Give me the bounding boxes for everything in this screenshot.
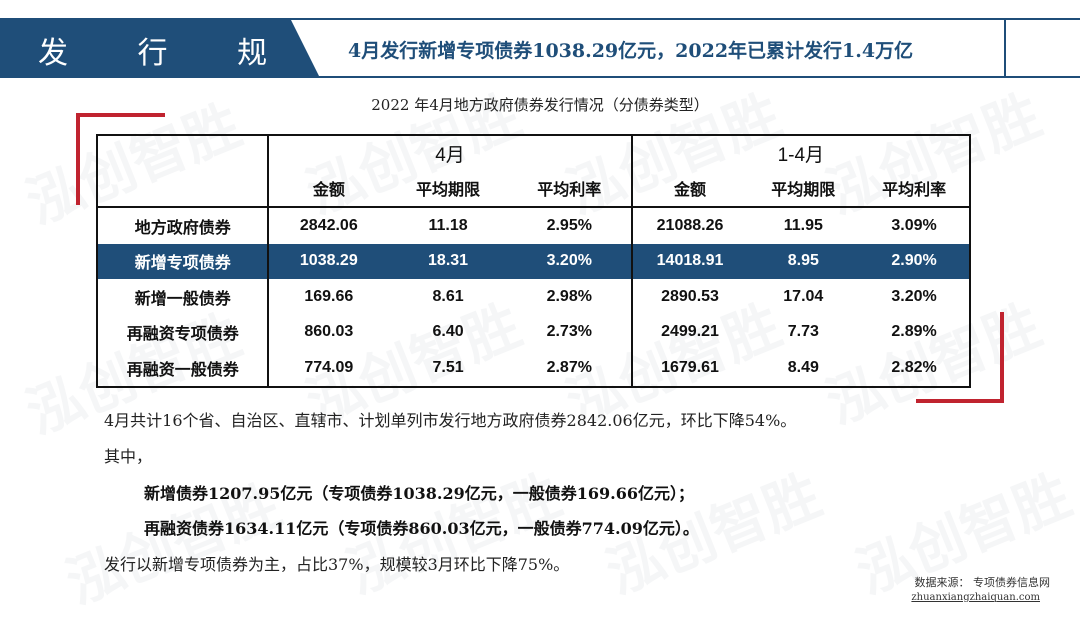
table-cell: 1038.29 <box>267 243 389 279</box>
bracket-bottom-right-v <box>1000 312 1004 403</box>
table-caption: 2022 年4月地方政府债券发行情况（分债券类型） <box>371 96 709 114</box>
group-header-april: 4月 <box>267 135 632 170</box>
table-cell: 7.51 <box>432 358 464 376</box>
section-title: 发 行 规 模 <box>38 36 298 115</box>
table-cell: 2890.53 <box>630 279 748 315</box>
bracket-top-left-h <box>76 113 165 117</box>
table-cell: 2.82% <box>891 358 937 376</box>
table-cell: 860.03 <box>267 314 389 350</box>
col-header: 平均利率 <box>507 170 632 208</box>
col-header: 金额 <box>267 170 389 208</box>
table-row: 新增一般债券 169.66 8.61 2.98% 2890.53 17.04 3… <box>97 279 970 315</box>
table-cell: 3.20% <box>507 243 632 279</box>
summary-line-1: 4月共计16个省、自治区、直辖市、计划单列市发行地方政府债券2842.06亿元，… <box>104 411 797 430</box>
row-label: 新增专项债券 <box>97 243 269 279</box>
table-row: 再融资专项债券 860.03 6.40 2.73% 2499.21 7.73 2… <box>97 314 970 350</box>
table-cell: 2.98% <box>546 287 592 305</box>
bond-table: 4月 1-4月 金额 平均期限 平均利率 金额 平均期限 平均利率 地方政府债券… <box>96 134 971 388</box>
bracket-top-left-v <box>76 113 80 205</box>
row-label: 地方政府债券 <box>134 219 231 237</box>
table-cell: 2.95% <box>546 216 592 234</box>
table-row: 地方政府债券 2842.06 11.18 2.95% 21088.26 11.9… <box>97 207 970 244</box>
col-header: 金额 <box>630 170 748 208</box>
table-cell: 1679.61 <box>630 350 748 387</box>
table-cell: 8.61 <box>432 287 464 305</box>
header-bar <box>288 18 1080 78</box>
source-link[interactable]: zhuanxiangzhaiquan.com <box>911 592 1040 603</box>
table-cell: 7.73 <box>787 323 819 341</box>
table-cell: 2842.06 <box>267 207 389 244</box>
table-cell: 3.09% <box>891 216 937 234</box>
row-label: 再融资专项债券 <box>126 326 239 344</box>
table-cell: 2.89% <box>891 323 937 341</box>
summary-line-4: 再融资债券1634.11亿元（专项债券860.03亿元，一般债券774.09亿元… <box>144 519 699 538</box>
summary-line-2: 其中， <box>104 447 153 466</box>
table-cell: 2.90% <box>859 243 970 279</box>
table-cell: 17.04 <box>783 287 824 305</box>
table-cell: 14018.91 <box>630 243 748 279</box>
table-cell: 6.40 <box>432 323 464 341</box>
table-cell: 18.31 <box>388 243 508 279</box>
table-row: 再融资一般债券 774.09 7.51 2.87% 1679.61 8.49 2… <box>97 350 970 387</box>
table-cell: 774.09 <box>267 350 389 387</box>
header-divider <box>1004 20 1006 76</box>
table-cell: 2499.21 <box>630 314 748 350</box>
table-cell: 2.73% <box>546 323 592 341</box>
row-label: 新增一般债券 <box>134 290 231 308</box>
table-cell: 11.18 <box>428 216 468 234</box>
section-tab: 发 行 规 模 <box>0 18 320 78</box>
table-cell: 2.87% <box>546 358 592 376</box>
page-title: 4月发行新增专项债券1038.29亿元，2022年已累计发行1.4万亿 <box>348 40 914 62</box>
table-cell: 8.49 <box>787 358 819 376</box>
summary-line-3: 新增债券1207.95亿元（专项债券1038.29亿元，一般债券169.66亿元… <box>144 484 694 503</box>
table-cell: 11.95 <box>783 216 823 234</box>
row-label: 再融资一般债券 <box>126 361 239 379</box>
col-header: 平均期限 <box>388 170 508 208</box>
table-cell: 21088.26 <box>630 207 748 244</box>
table-cell: 3.20% <box>891 287 937 305</box>
col-header: 平均期限 <box>747 170 860 208</box>
table-cell: 8.95 <box>747 243 860 279</box>
data-source: 数据来源： 专项债券信息网 <box>914 576 1051 589</box>
summary-line-5: 发行以新增专项债券为主，占比37%，规模较3月环比下降75%。 <box>104 555 570 574</box>
col-header: 平均利率 <box>859 170 970 208</box>
table-cell: 169.66 <box>267 279 389 315</box>
table-row-highlighted: 新增专项债券 1038.29 18.31 3.20% 14018.91 8.95… <box>97 243 970 279</box>
bracket-bottom-right-h <box>916 399 1004 403</box>
group-header-jan-apr: 1-4月 <box>630 135 970 170</box>
